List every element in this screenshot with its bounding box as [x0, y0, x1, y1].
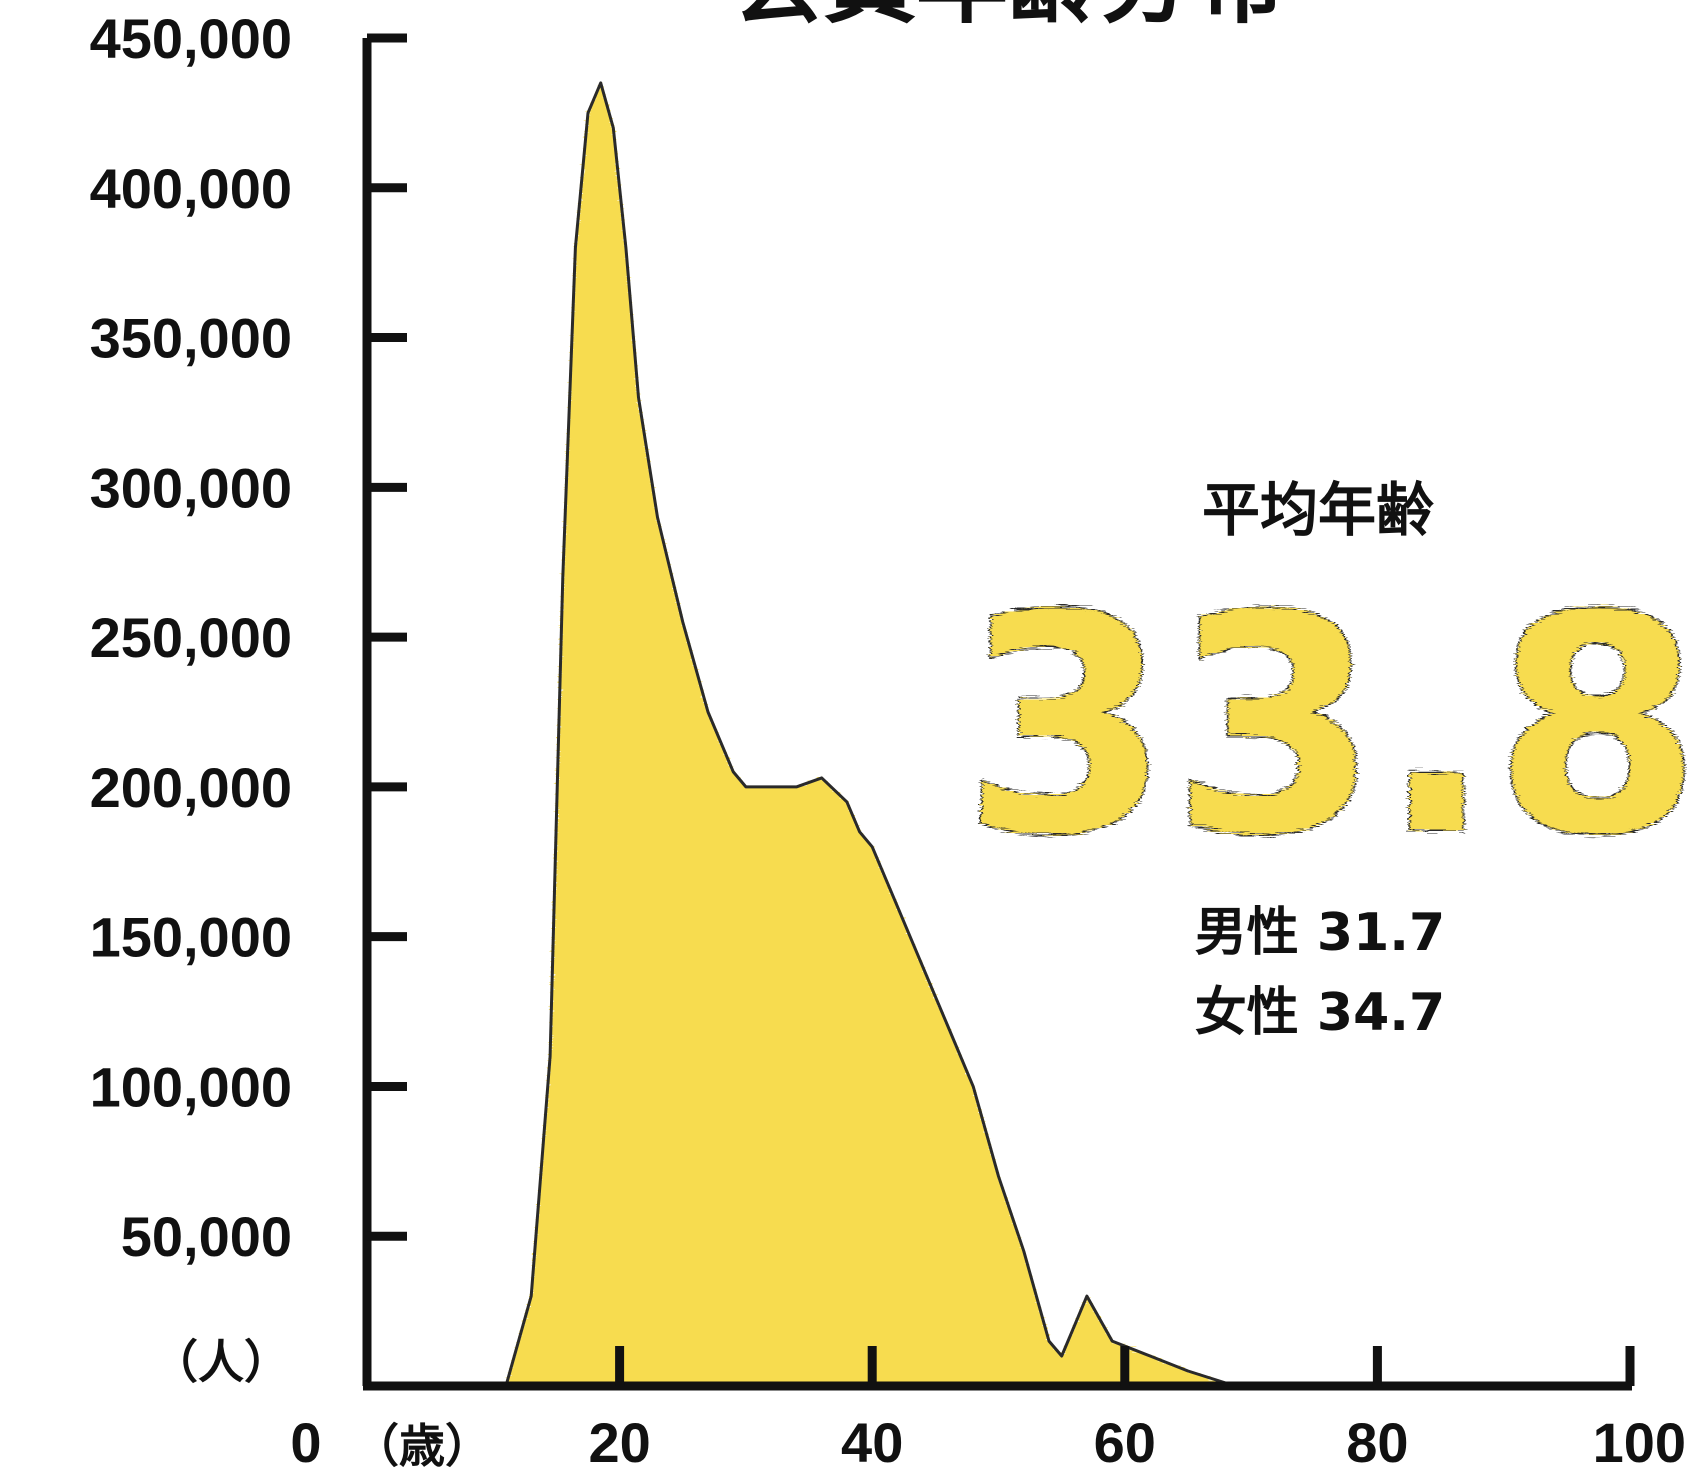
y-tick-label: 250,000: [90, 606, 292, 669]
x-ticks: 0 20 40 60 80 100: [290, 1346, 1686, 1471]
x-tick-label: 60: [1094, 1411, 1156, 1471]
y-tick-label: 350,000: [90, 307, 292, 370]
y-tick-label: 450,000: [90, 7, 292, 70]
x-tick-label: 0: [290, 1411, 321, 1471]
y-tick-label: 400,000: [90, 157, 292, 220]
area-outline: [504, 81, 1277, 1388]
y-tick-label: 200,000: [90, 756, 292, 819]
y-tick-label: 150,000: [90, 906, 292, 969]
x-tick-label: 100: [1593, 1411, 1686, 1471]
y-ticks: 50,000 100,000 150,000 200,000 250,000 300,00…: [90, 7, 407, 1268]
y-axis-unit-label: （人）: [152, 1335, 290, 1389]
x-tick-label: 40: [841, 1411, 903, 1471]
male-average-age: 男性 31.7: [1195, 903, 1445, 963]
female-average-age: 女性 34.7: [1195, 983, 1445, 1043]
x-tick-label: 80: [1346, 1411, 1408, 1471]
y-tick-label: 50,000: [121, 1205, 292, 1268]
area-fill: [505, 82, 1277, 1386]
average-age-value: 33.8: [962, 552, 1690, 901]
chart-title: 会員年齢分布: [732, 0, 1284, 36]
y-tick-label: 100,000: [90, 1055, 292, 1118]
x-tick-label: 20: [588, 1411, 650, 1471]
average-age-label: 平均年齢: [1202, 476, 1434, 544]
axes: [362, 38, 1632, 1391]
area-layer: [504, 81, 1277, 1388]
x-axis-unit-label: （歳）: [353, 1419, 491, 1471]
y-tick-label: 300,000: [90, 456, 292, 519]
